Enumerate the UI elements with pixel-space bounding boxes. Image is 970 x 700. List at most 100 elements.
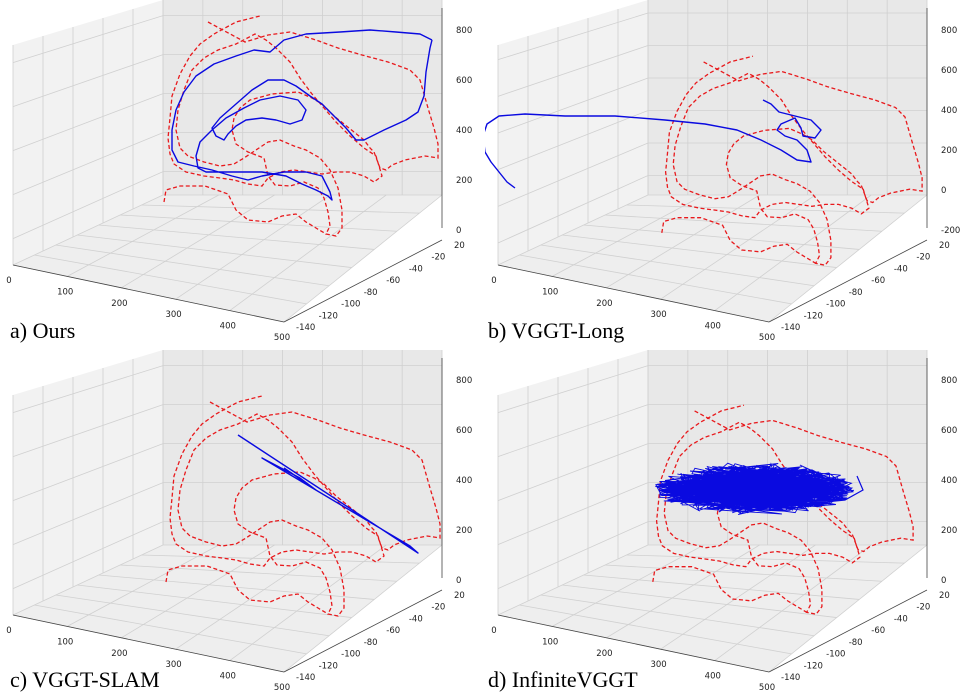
y-tick-label: -100 xyxy=(826,650,845,660)
z-tick-label: 0 xyxy=(456,226,461,236)
floor-grid-y xyxy=(55,594,330,637)
y-tick-label: -140 xyxy=(296,673,315,683)
floor-grid-y xyxy=(626,554,905,564)
est-trajectory-edge xyxy=(656,475,864,507)
y-tick-label: 20 xyxy=(454,241,465,251)
floor-grid-x xyxy=(67,194,219,277)
panel-a: 0 100 200 300 400 500 20 -20 -40 -60 -80 -100 -120 -1… xyxy=(0,0,485,350)
panel-b: 0 100 200 300 400 500 20 -20 -40 -60 -80 -100 -120 -1… xyxy=(485,0,970,350)
y-tick-label: -60 xyxy=(871,276,885,286)
floor-grid-x xyxy=(283,194,443,323)
floor-grid-x xyxy=(714,194,872,311)
z-grid xyxy=(12,443,442,501)
floor-grid-x xyxy=(121,544,275,639)
y-tick-label: -40 xyxy=(894,614,908,624)
y-tick-label: 20 xyxy=(939,241,950,251)
back-left-pane xyxy=(13,350,163,615)
floor-grid-x xyxy=(552,544,704,627)
panel-d: 0 100 200 300 400 500 20 -20 -40 -60 -80 -100 -120 -1… xyxy=(485,350,970,700)
x-tick-label: 200 xyxy=(596,299,612,309)
y-tick-label: -20 xyxy=(431,253,445,263)
z-grid xyxy=(12,54,442,107)
y-tick-label: -80 xyxy=(364,288,378,298)
z-grid xyxy=(12,15,442,63)
x-tick-label: 0 xyxy=(6,626,11,636)
floor-grid-y xyxy=(98,224,375,250)
est-trajectory xyxy=(655,462,855,516)
z-tick-label: 800 xyxy=(456,376,472,386)
back-right-pane xyxy=(163,350,442,545)
x-tick-label: 400 xyxy=(220,672,236,682)
y-tick-label: -40 xyxy=(409,614,423,624)
z-grid xyxy=(497,45,927,97)
x-tick-label: 200 xyxy=(111,649,127,659)
x-tick-label: 500 xyxy=(759,333,775,343)
y-tick-label: -80 xyxy=(364,638,378,648)
y-tick-label: -40 xyxy=(894,264,908,274)
floor-grid-x xyxy=(660,544,816,650)
y-tick-label: -140 xyxy=(781,673,800,683)
back-left-pane xyxy=(13,0,163,265)
x-axis-line xyxy=(497,264,770,323)
floor-grid-y xyxy=(34,254,307,305)
floor-grid-x xyxy=(606,544,760,639)
panel-c: 0 100 200 300 400 500 20 -20 -40 -60 -80 -100 -120 -1… xyxy=(0,350,485,700)
floor-grid-y xyxy=(583,224,860,250)
floor-grid-x xyxy=(229,194,387,311)
z-tick-label: 800 xyxy=(941,376,957,386)
y-tick-label: -80 xyxy=(849,288,863,298)
y-tick-label: -60 xyxy=(871,626,885,636)
floor-grid-x xyxy=(12,194,164,266)
back-right-pane xyxy=(648,350,927,545)
y-axis-line xyxy=(283,589,443,673)
back-right-pane xyxy=(163,0,442,195)
x-tick-label: 300 xyxy=(650,660,666,670)
z-tick-label: 400 xyxy=(456,126,472,136)
plot-b: 0 100 200 300 400 500 20 -20 -40 -60 -80 -100-120 -1… xyxy=(485,0,960,343)
z-tick-label: 200 xyxy=(456,526,472,536)
y-tick-label: -40 xyxy=(409,264,423,274)
z-tick-label: 200 xyxy=(456,176,472,186)
z-grid xyxy=(12,404,442,457)
y-tick-label: -20 xyxy=(916,603,930,613)
x-tick-label: 400 xyxy=(220,322,236,332)
y-tick-label: -60 xyxy=(386,626,400,636)
floor-grid-y xyxy=(55,244,330,287)
floor-grid-x xyxy=(175,194,331,300)
floor-grid-x xyxy=(768,544,928,673)
y-tick-label: -60 xyxy=(386,276,400,286)
z-grid xyxy=(12,482,442,545)
z-tick-label: -200 xyxy=(941,226,960,236)
x-tick-label: 500 xyxy=(759,683,775,693)
z-grid xyxy=(497,521,927,589)
est-trajectory xyxy=(485,99,822,189)
y-tick-label: -120 xyxy=(804,311,823,321)
x-axis-line xyxy=(12,264,285,323)
gt-trajectory-ground xyxy=(652,566,808,613)
caption-c: c) VGGT-SLAM xyxy=(10,667,160,692)
x-tick-label: 0 xyxy=(491,626,496,636)
x-tick-label: 300 xyxy=(165,310,181,320)
floor-grid-x xyxy=(497,194,649,266)
x-tick-label: 400 xyxy=(705,322,721,332)
z-grid xyxy=(497,404,927,457)
x-tick-label: 100 xyxy=(542,287,558,297)
gt-trajectory-ground xyxy=(661,217,817,264)
z-grid xyxy=(497,175,927,244)
floor-grid-y xyxy=(98,574,375,600)
z-tick-label: 600 xyxy=(941,426,957,436)
x-tick-label: 0 xyxy=(491,276,496,286)
x-tick-label: 500 xyxy=(274,683,290,693)
gt-trajectory xyxy=(169,395,441,617)
floor-grid-x xyxy=(229,544,387,661)
x-tick-label: 100 xyxy=(57,637,73,647)
x-tick-label: 200 xyxy=(596,649,612,659)
back-left-pane xyxy=(498,350,648,615)
caption-d: d) InfiniteVGGT xyxy=(488,667,638,692)
floor-grid-y xyxy=(540,244,815,287)
z-tick-label: 200 xyxy=(941,146,957,156)
floor-grid-x xyxy=(606,194,760,289)
z-grid xyxy=(12,521,442,589)
z-grid xyxy=(497,12,927,61)
floor-grid-x xyxy=(12,544,164,616)
